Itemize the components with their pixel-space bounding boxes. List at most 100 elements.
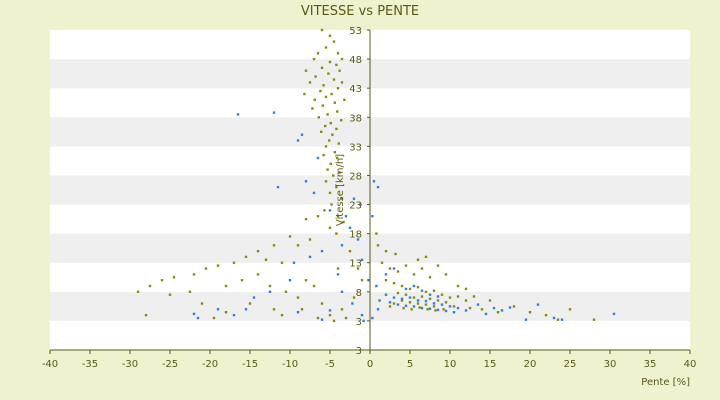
scatter-point-series-1 — [319, 89, 322, 93]
scatter-point-series-1 — [300, 308, 304, 311]
scatter-point-series-1 — [232, 261, 236, 264]
scatter-point-series-2 — [216, 308, 220, 311]
scatter-point-series-2 — [408, 296, 412, 299]
scatter-point-series-1 — [528, 311, 532, 314]
scatter-point-series-1 — [224, 284, 228, 288]
scatter-point-series-1 — [329, 121, 332, 125]
scatter-point-series-2 — [428, 307, 432, 310]
scatter-point-series-1 — [332, 40, 336, 43]
x-tick-label: -20 — [202, 359, 218, 370]
scatter-point-series-2 — [348, 226, 352, 229]
scatter-point-series-1 — [192, 273, 196, 276]
scatter-point-series-1 — [314, 75, 317, 78]
scatter-point-series-1 — [324, 180, 328, 183]
scatter-point-series-2 — [272, 111, 276, 114]
scatter-point-series-1 — [329, 162, 332, 165]
y-tick-label: 23 — [349, 201, 362, 212]
scatter-point-series-1 — [336, 110, 339, 113]
scatter-point-series-1 — [331, 133, 334, 136]
scatter-point-series-2 — [376, 185, 380, 189]
scatter-point-series-1 — [388, 267, 392, 270]
scatter-point-series-2 — [352, 197, 356, 200]
scatter-point-series-2 — [192, 312, 196, 316]
scatter-point-series-2 — [492, 306, 496, 310]
scatter-point-series-1 — [544, 313, 548, 317]
scatter-point-series-2 — [244, 308, 248, 311]
scatter-point-series-1 — [456, 284, 460, 288]
scatter-point-series-1 — [340, 81, 344, 84]
scatter-point-series-1 — [337, 142, 340, 145]
scatter-point-series-2 — [428, 293, 432, 296]
scatter-point-series-1 — [272, 308, 276, 311]
scatter-point-series-1 — [452, 305, 456, 308]
scatter-point-series-1 — [336, 52, 340, 55]
scatter-point-series-2 — [508, 306, 512, 309]
scatter-point-series-1 — [144, 313, 148, 317]
scatter-point-series-2 — [412, 305, 416, 308]
scatter-point-series-1 — [311, 107, 314, 110]
scatter-point-series-2 — [360, 313, 364, 317]
scatter-point-series-2 — [484, 312, 488, 316]
x-tick-label: 5 — [407, 359, 413, 370]
scatter-point-series-2 — [420, 306, 424, 310]
scatter-point-series-1 — [340, 197, 344, 200]
y-tick-label: 8 — [356, 288, 362, 299]
y-axis-label: Vitesse [km/h] — [335, 154, 346, 226]
scatter-point-series-1 — [432, 305, 436, 308]
scatter-point-series-1 — [394, 252, 397, 256]
scatter-point-series-1 — [332, 78, 336, 81]
y-tick-label: 38 — [349, 113, 362, 124]
x-tick-label: -40 — [42, 359, 58, 370]
scatter-point-series-2 — [436, 295, 440, 298]
scatter-point-series-1 — [408, 287, 412, 291]
scatter-point-series-1 — [512, 305, 516, 308]
scatter-point-series-1 — [324, 145, 328, 148]
scatter-point-series-1 — [308, 238, 312, 241]
scatter-point-series-2 — [452, 311, 456, 314]
scatter-point-series-2 — [378, 299, 381, 302]
scatter-point-series-1 — [328, 60, 332, 64]
scatter-point-series-1 — [456, 295, 460, 298]
scatter-point-series-1 — [436, 264, 440, 267]
scatter-point-series-2 — [396, 303, 400, 306]
scatter-point-series-1 — [444, 273, 448, 276]
scatter-point-series-2 — [456, 306, 460, 310]
scatter-point-series-1 — [420, 267, 424, 270]
scatter-point-series-1 — [240, 279, 244, 282]
scatter-point-series-1 — [340, 308, 344, 311]
scatter-point-series-2 — [476, 303, 480, 306]
scatter-point-series-1 — [328, 191, 332, 195]
scatter-point-series-1 — [375, 232, 378, 235]
scatter-point-series-1 — [336, 215, 340, 218]
scatter-point-series-1 — [404, 293, 408, 296]
x-tick-label: -15 — [242, 359, 258, 370]
chart-title: VITESSE vs PENTE — [301, 4, 419, 19]
scatter-point-series-1 — [488, 299, 492, 302]
axes — [49, 29, 691, 354]
scatter-point-series-2 — [344, 215, 348, 218]
x-tick-label: 20 — [524, 359, 537, 370]
scatter-point-series-1 — [323, 209, 326, 212]
scatter-point-series-1 — [335, 232, 338, 235]
scatter-point-series-1 — [216, 264, 220, 267]
scatter-point-series-1 — [408, 301, 412, 304]
scatter-point-series-2 — [404, 304, 408, 307]
scatter-point-series-1 — [304, 279, 308, 282]
scatter-point-series-1 — [388, 305, 392, 308]
scatter-point-series-2 — [308, 255, 312, 259]
scatter-point-series-1 — [336, 87, 340, 90]
scatter-point-series-1 — [284, 290, 288, 293]
x-tick-label: -10 — [282, 359, 298, 370]
scatter-point-series-1 — [396, 291, 400, 295]
scatter-point-series-1 — [400, 299, 404, 302]
scatter-point-series-1 — [384, 279, 388, 282]
scatter-point-series-1 — [416, 302, 420, 305]
scatter-point-series-1 — [343, 98, 346, 101]
scatter-point-series-1 — [333, 101, 336, 104]
scatter-point-series-1 — [592, 318, 596, 321]
scatter-point-series-1 — [168, 293, 172, 296]
scatter-point-series-1 — [402, 306, 405, 310]
scatter-point-series-1 — [330, 203, 333, 206]
